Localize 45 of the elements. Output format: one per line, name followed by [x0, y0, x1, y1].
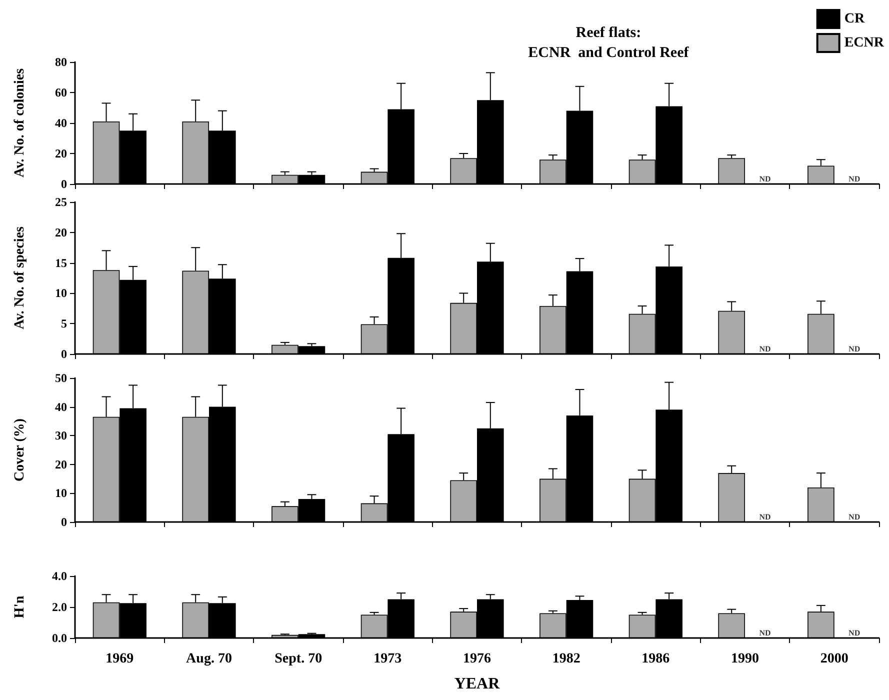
x-axis-title: YEAR — [454, 676, 500, 692]
legend-label: CR — [844, 12, 866, 26]
y-tick-label: 40 — [55, 400, 67, 414]
y-tick-label: 30 — [55, 428, 67, 443]
x-tick-label: 1990 — [731, 652, 759, 666]
annotation: ND — [759, 512, 771, 522]
y-tick-label: 10 — [55, 286, 67, 300]
y-tick-label: 60 — [55, 86, 67, 100]
annotation: ND — [848, 344, 860, 354]
y-tick-label: 20 — [55, 225, 67, 240]
annotation: ND — [848, 628, 860, 638]
x-tick-label: Sept. 70 — [274, 652, 322, 666]
x-tick-label: 1969 — [106, 652, 134, 666]
y-tick-label: 0 — [61, 177, 67, 191]
y-tick-label: 20 — [55, 146, 67, 160]
y-tick-label: 0.0 — [52, 631, 67, 645]
y-axis-title: Av. No. of species — [12, 226, 28, 330]
x-tick-label: 1982 — [552, 652, 580, 666]
y-axis-title: H'n — [12, 596, 28, 618]
y-axis-title: Av. No. of colonies — [12, 68, 28, 178]
y-tick-label: 40 — [55, 116, 67, 130]
annotation: ND — [759, 628, 771, 638]
y-tick-label: 25 — [55, 195, 67, 209]
annotation: ND — [759, 344, 771, 354]
annotation: ND — [848, 174, 860, 184]
y-tick-label: 0 — [61, 347, 67, 361]
x-tick-label: 1973 — [374, 652, 402, 666]
annotation: ND — [759, 174, 771, 184]
y-tick-label: 10 — [55, 486, 67, 500]
chart-title: Reef flats: ECNR and Control Reef — [528, 25, 690, 61]
y-tick-label: 2.0 — [52, 600, 67, 614]
y-tick-label: 4.0 — [52, 569, 67, 583]
y-tick-label: 15 — [55, 256, 67, 270]
y-tick-label: 50 — [55, 371, 67, 385]
legend-label: ECNR — [844, 36, 885, 50]
x-tick-label: 1976 — [463, 652, 491, 666]
x-tick-label: 1986 — [642, 652, 670, 666]
y-tick-label: 20 — [55, 457, 67, 472]
x-tick-label: 2000 — [820, 652, 848, 666]
y-tick-label: 0 — [61, 515, 67, 529]
annotation: ND — [848, 512, 860, 522]
y-axis-title: Cover (%) — [12, 418, 28, 482]
y-tick-label: 5 — [61, 316, 67, 331]
y-tick-label: 80 — [55, 55, 67, 69]
x-tick-label: Aug. 70 — [186, 652, 232, 666]
